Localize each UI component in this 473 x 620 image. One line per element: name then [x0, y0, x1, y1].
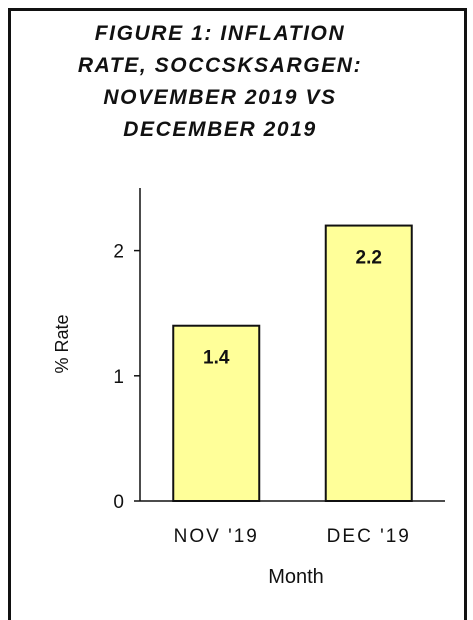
x-axis-label: Month: [268, 566, 324, 588]
y-tick-label: 2: [113, 242, 124, 263]
bar: [324, 224, 413, 502]
x-tick-label: DEC '19: [327, 526, 411, 547]
y-axis-ticks: 0 1 2: [113, 242, 140, 513]
y-axis-label: % Rate: [52, 314, 72, 373]
y-tick-label: 0: [113, 492, 124, 513]
bar-data-label: 1.4: [203, 348, 230, 369]
bar-data-label: 2.2: [356, 248, 382, 269]
bars: 1.4 NOV '19 2.2 DEC '19: [172, 224, 413, 547]
y-tick-label: 1: [113, 367, 124, 388]
bar: [172, 324, 261, 502]
chart-title: FIGURE 1: INFLATION RATE, SOCCSKSARGEN: …: [77, 22, 363, 141]
x-tick-label: NOV '19: [174, 526, 259, 547]
